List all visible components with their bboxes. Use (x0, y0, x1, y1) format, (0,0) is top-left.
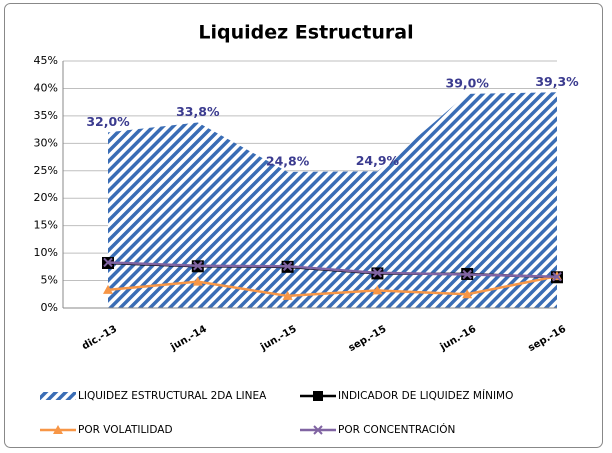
y-tick-label: 35% (34, 109, 58, 122)
legend-label: INDICADOR DE LIQUIDEZ MÍNIMO (338, 389, 513, 402)
marker (372, 285, 383, 295)
y-tick-label: 10% (34, 246, 58, 259)
y-tick-label: 15% (34, 219, 58, 232)
marker (282, 261, 293, 271)
data-label: 24,8% (266, 153, 310, 168)
y-tick-label: 40% (34, 81, 58, 94)
legend-marker (53, 425, 63, 434)
y-tick-label: 20% (34, 191, 58, 204)
line (107, 274, 558, 298)
legend-marker (313, 391, 323, 401)
line (107, 261, 558, 278)
y-tick-label: 0% (41, 301, 58, 314)
chart-title: Liquidez Estructural (198, 22, 413, 44)
y-tick-label: 30% (34, 136, 58, 149)
marker (103, 257, 113, 268)
marker (462, 289, 473, 299)
y-tick-label: 25% (34, 164, 58, 177)
legend-label: POR CONCENTRACIÓN (338, 423, 455, 436)
y-tick-label: 5% (41, 274, 58, 287)
marker (192, 276, 203, 286)
marker (103, 284, 113, 294)
data-label: 39,3% (535, 74, 579, 89)
marker (552, 272, 562, 282)
marker (462, 269, 472, 280)
legend-label: POR VOLATILIDAD (78, 424, 173, 436)
legend-label: LIQUIDEZ ESTRUCTURAL 2DA LINEA (78, 390, 267, 402)
data-label: 32,0% (86, 114, 130, 129)
data-label: 24,9% (356, 153, 400, 168)
legend-swatch (40, 392, 76, 400)
data-label: 39,0% (446, 75, 490, 90)
y-tick-label: 45% (34, 54, 58, 67)
area (108, 92, 557, 308)
marker (193, 261, 203, 271)
marker (372, 268, 383, 278)
data-label: 33,8% (176, 104, 220, 119)
legend-marker (313, 425, 323, 435)
marker (282, 290, 293, 300)
